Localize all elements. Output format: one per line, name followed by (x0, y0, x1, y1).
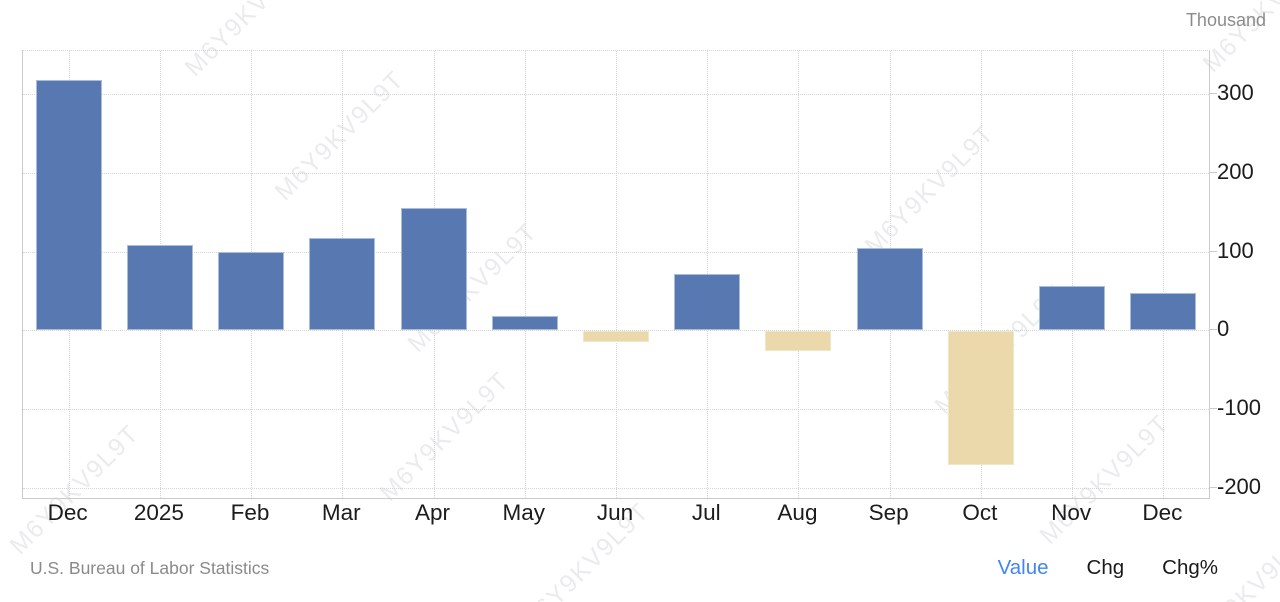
y-axis-label: 0 (1217, 316, 1230, 342)
x-axis-label-mar: Mar (321, 500, 361, 525)
y-axis-tick (1209, 250, 1217, 252)
y-axis-label: 300 (1217, 80, 1254, 106)
y-axis-tick (1209, 329, 1217, 331)
x-axis-label-dec: Dec (1142, 500, 1183, 525)
y-axis-unit-label: Thousand (1185, 10, 1266, 30)
bar-dec-12[interactable] (1130, 292, 1197, 331)
y-axis-label: -200 (1217, 473, 1262, 499)
bar-feb-2[interactable] (218, 251, 285, 331)
x-axis-label-feb: Feb (230, 500, 270, 525)
bar-jun-6[interactable] (583, 331, 649, 343)
x-axis-label-oct: Oct (962, 500, 998, 525)
bar-jul-7[interactable] (674, 273, 741, 331)
vertical-gridline (1163, 51, 1165, 498)
bar-sep-9[interactable] (856, 247, 923, 331)
toggle-chg[interactable]: Chg (1086, 556, 1125, 579)
y-axis-tick (1209, 171, 1217, 173)
vertical-gridline (980, 51, 982, 498)
bar-aug-8[interactable] (765, 331, 832, 352)
view-toggle-group: Value Chg Chg% (998, 556, 1218, 580)
x-axis-label-jun: Jun (596, 500, 634, 525)
bar-may-5[interactable] (491, 316, 558, 331)
x-axis-label-nov: Nov (1051, 500, 1092, 525)
y-axis-label: 100 (1217, 237, 1254, 263)
vertical-gridline (1072, 51, 1074, 498)
bar-apr-4[interactable] (400, 207, 467, 331)
x-axis-label-apr: Apr (415, 500, 451, 525)
y-axis-tick (1209, 486, 1217, 488)
source-attribution: U.S. Bureau of Labor Statistics (30, 558, 270, 578)
x-axis-label-may: May (502, 500, 546, 525)
bar-2025-1[interactable] (126, 244, 193, 331)
vertical-gridline (524, 51, 526, 498)
y-axis-tick (1209, 93, 1217, 95)
toggle-value[interactable]: Value (997, 556, 1049, 579)
bar-dec-0[interactable] (35, 80, 102, 331)
y-axis-label: -100 (1217, 395, 1262, 421)
vertical-gridline (616, 51, 617, 498)
x-axis-label-jul: Jul (691, 500, 721, 525)
vertical-gridline (798, 51, 800, 498)
x-axis-label-sep: Sep (868, 500, 909, 525)
bar-nov-11[interactable] (1039, 286, 1106, 331)
bar-oct-10[interactable] (947, 331, 1014, 466)
bar-mar-3[interactable] (309, 238, 376, 331)
plot-area (22, 50, 1210, 499)
x-axis-label-dec: Dec (47, 500, 88, 525)
toggle-chgpct[interactable]: Chg% (1162, 556, 1218, 579)
y-axis-tick (1209, 408, 1217, 410)
x-axis-label-aug: Aug (777, 500, 818, 525)
y-axis-label: 200 (1217, 158, 1254, 184)
x-axis-label-2025: 2025 (133, 500, 184, 525)
